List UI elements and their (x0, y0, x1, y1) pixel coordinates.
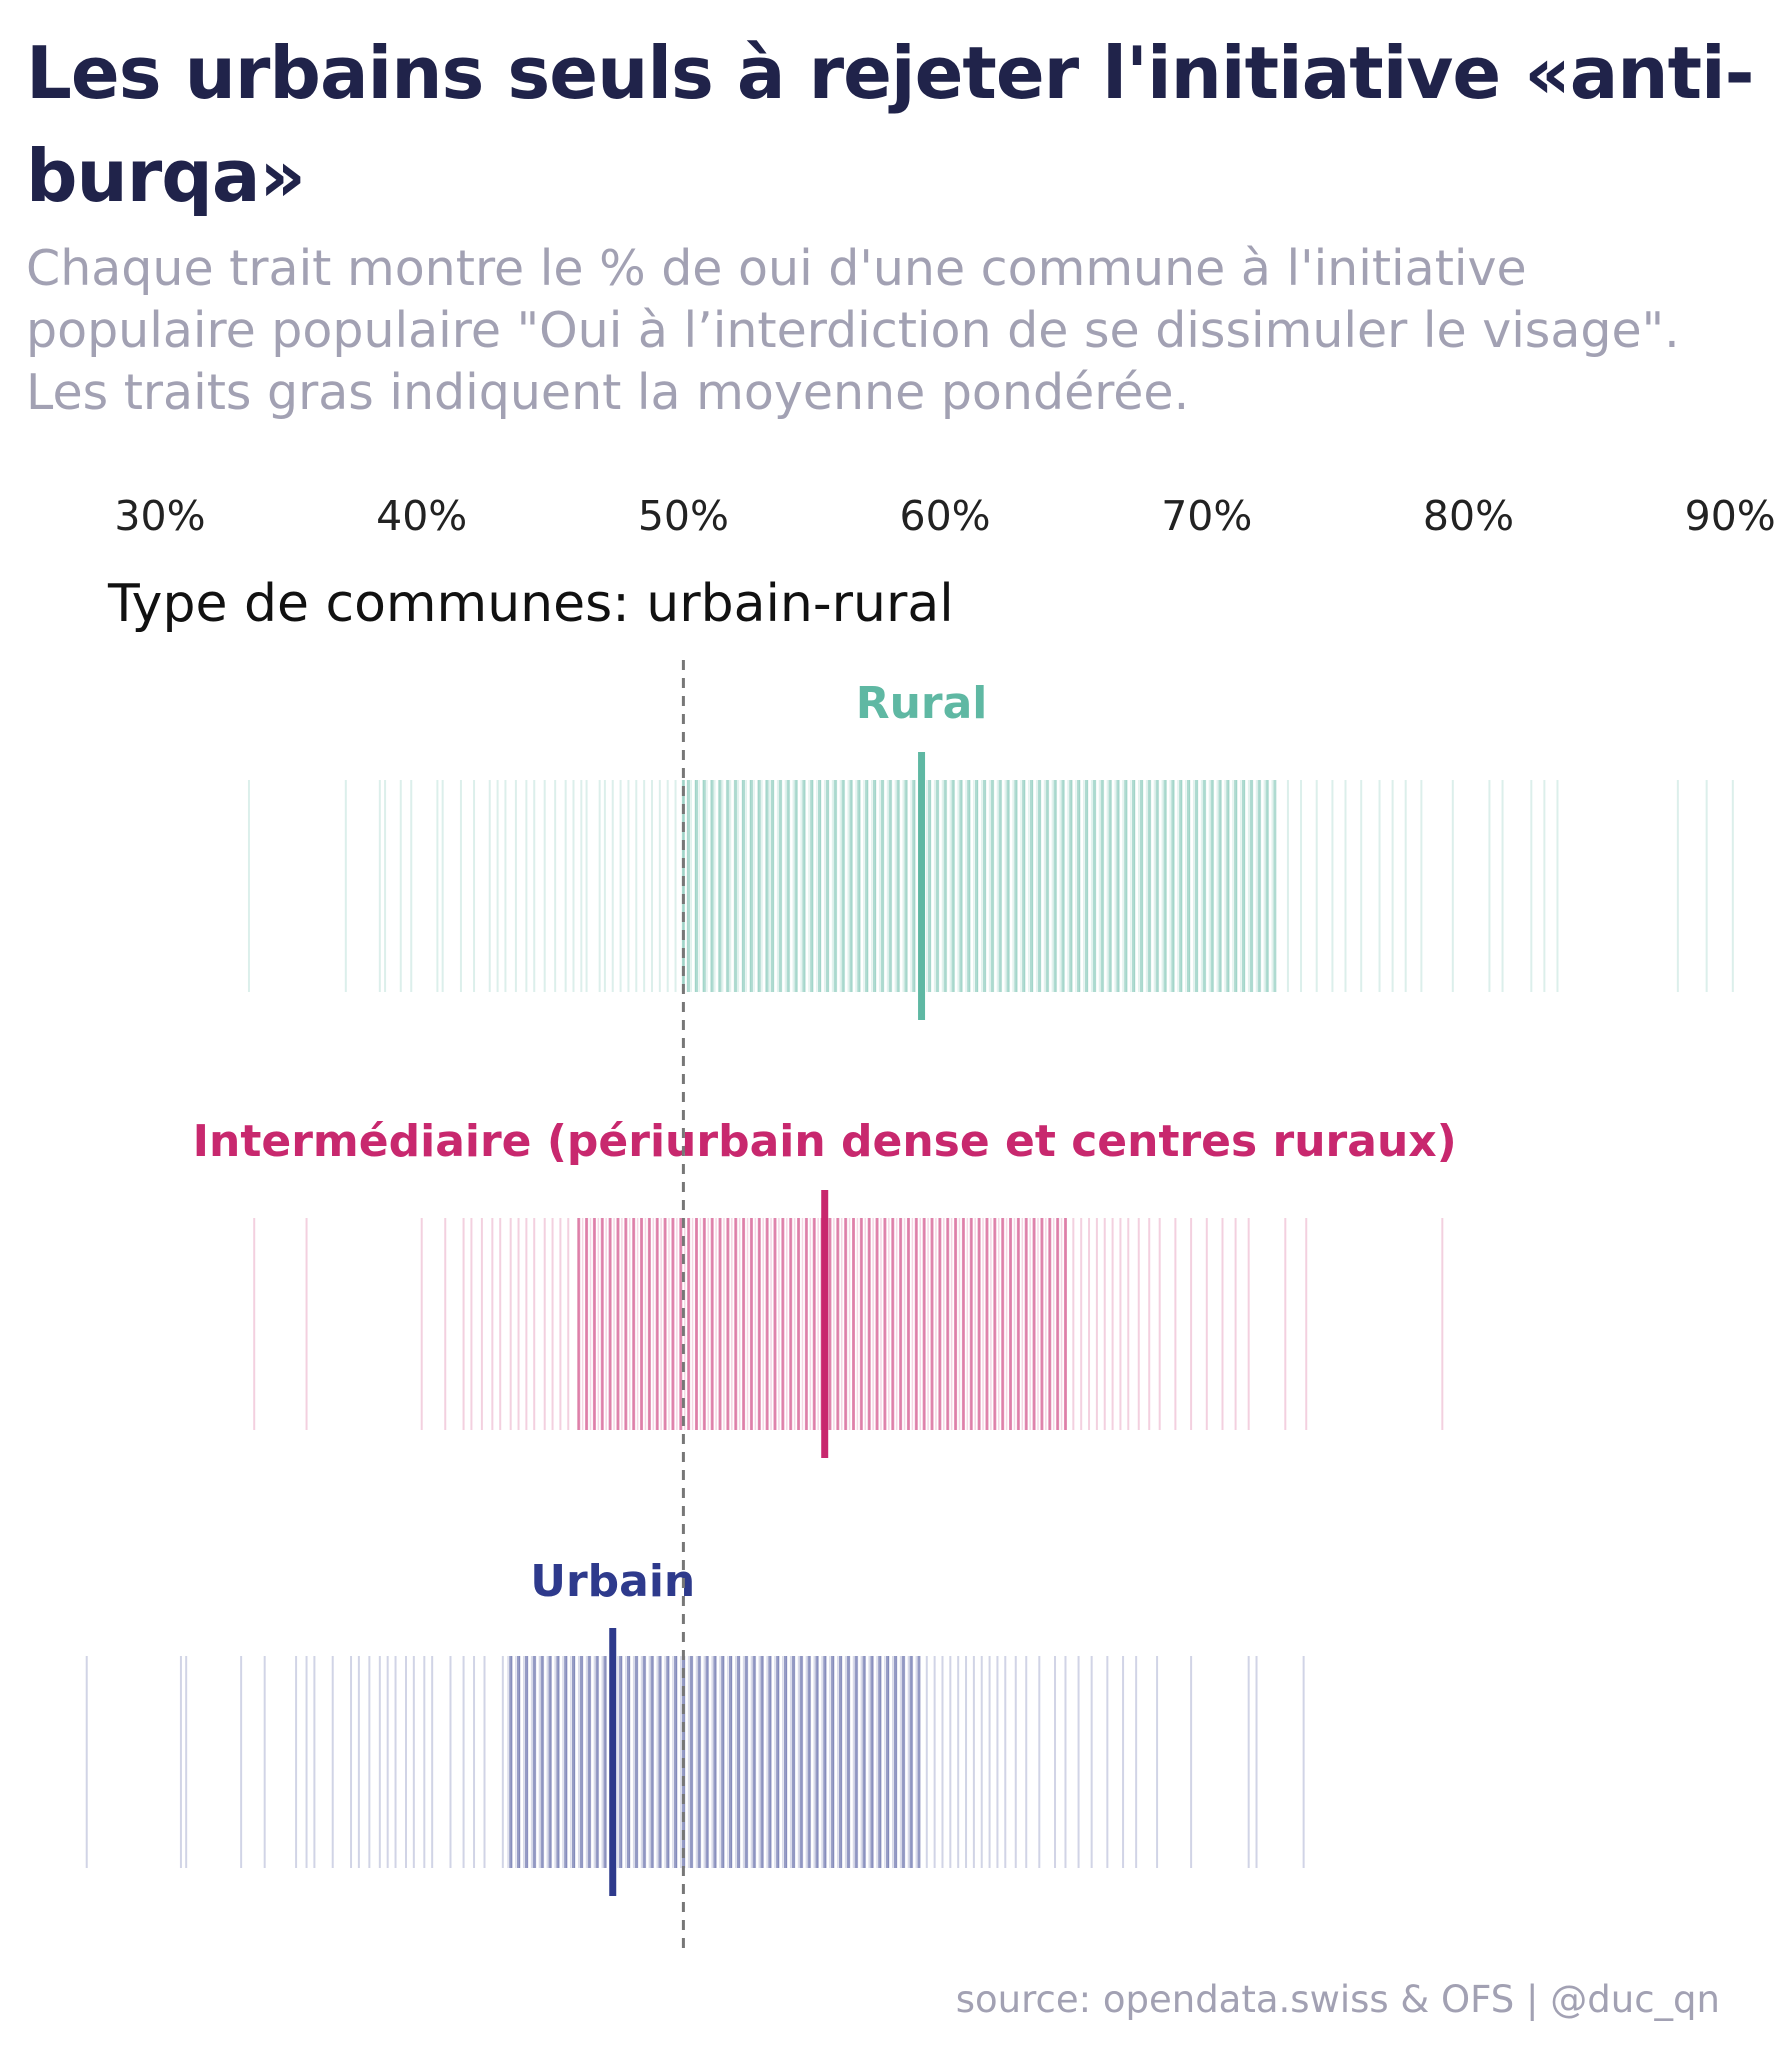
x-axis-ticks: 30% 40% 50% 60% 70% 80% 90% (114, 492, 1775, 540)
x-tick-label: 50% (638, 492, 729, 540)
group-label: Intermédiaire (périurbain dense et centr… (193, 1116, 1457, 1167)
x-tick-label: 60% (900, 492, 991, 540)
group-label: Rural (856, 678, 988, 729)
x-tick-label: 80% (1423, 492, 1514, 540)
group-label: Urbain (530, 1556, 695, 1607)
strip-group: Rural (247, 678, 1734, 1020)
strip-groups: Rural Intermédiaire (périurbain dense et … (85, 678, 1734, 1896)
x-tick-label: 30% (114, 492, 205, 540)
chart-title: Les urbains seuls à rejeter l'initiative… (26, 31, 1755, 218)
strip-group: Urbain (85, 1556, 1305, 1896)
source-note: source: opendata.swiss & OFS | @duc_qn (955, 1978, 1720, 2021)
x-tick-label: 40% (376, 492, 467, 540)
x-tick-label: 90% (1685, 492, 1776, 540)
strip-group: Intermédiaire (périurbain dense et centr… (193, 1116, 1457, 1458)
x-tick-label: 70% (1161, 492, 1252, 540)
panel-label: Type de communes: urbain-rural (108, 574, 954, 634)
chart-subtitle: Chaque trait montre le % de oui d'une co… (26, 240, 1680, 421)
